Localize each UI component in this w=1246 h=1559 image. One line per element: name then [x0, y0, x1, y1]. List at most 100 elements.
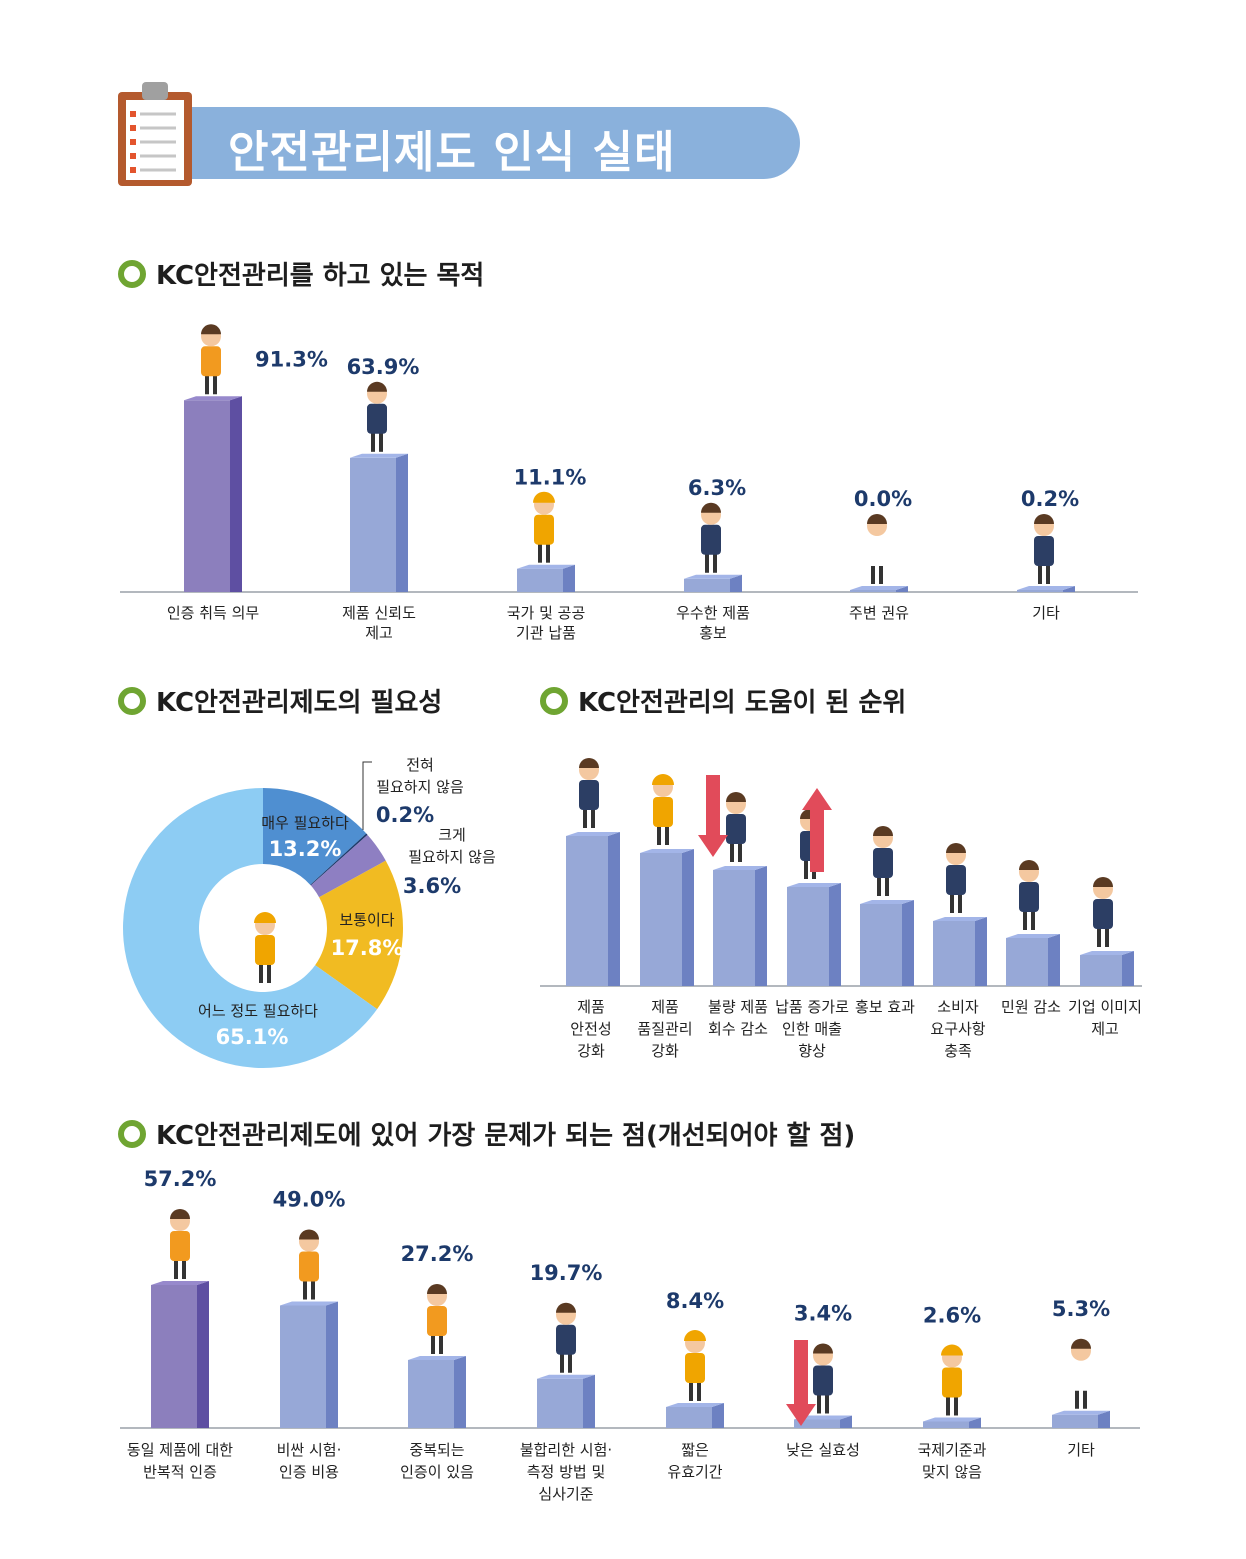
slice-label: 전혀 필요하지 않음 [376, 756, 464, 796]
value-label: 0.0% [854, 487, 912, 511]
rank-bar-6 [1006, 934, 1060, 986]
section-title-text: KC안전관리제도의 필요성 [156, 688, 443, 718]
slice-value: 3.6% [403, 874, 461, 898]
section-title-text: KC안전관리를 하고 있는 목적 [156, 261, 485, 291]
rank-bar-2 [713, 866, 767, 986]
problem-bar-4 [666, 1403, 724, 1428]
problem-bar-2 [408, 1356, 466, 1428]
slice-label: 매우 필요하다 [261, 814, 349, 832]
figure-icon [867, 514, 887, 584]
down-arrow-icon [786, 1340, 816, 1426]
problem-bar-6 [923, 1417, 981, 1428]
category-label: 인증 취득 의무 [167, 604, 260, 622]
category-label: 불합리한 시험· 측정 방법 및 심사기준 [520, 1441, 612, 1503]
category-label: 납품 증가로 인한 매출 향상 [775, 998, 849, 1060]
bar-4 [850, 586, 908, 592]
category-label: 불량 제품 회수 감소 [708, 998, 768, 1038]
category-label: 제품 안전성 강화 [570, 998, 611, 1060]
problem-bar-3 [537, 1374, 595, 1428]
problem-bar-5 [794, 1415, 852, 1428]
figure-icon [684, 1330, 706, 1401]
bar-1 [350, 453, 408, 592]
figure-icon [1093, 877, 1113, 947]
value-label: 6.3% [688, 476, 746, 500]
category-label: 기타 [1067, 1441, 1095, 1459]
category-label: 낮은 실효성 [786, 1441, 860, 1459]
value-label: 8.4% [666, 1289, 724, 1313]
title-banner [192, 107, 800, 179]
category-label: 제품 품질관리 강화 [637, 998, 692, 1060]
figure-icon [533, 491, 555, 563]
rank-bar-7 [1080, 951, 1134, 986]
leader-line [362, 761, 372, 830]
figure-icon [813, 1343, 833, 1414]
value-label: 57.2% [144, 1167, 217, 1191]
category-label: 주변 권유 [849, 604, 909, 622]
value-label: 49.0% [273, 1188, 346, 1212]
slice-value: 65.1% [216, 1025, 289, 1049]
figure-icon [701, 502, 721, 573]
up-arrow-icon [802, 788, 832, 872]
bullet-icon [118, 1119, 146, 1148]
slice-value: 17.8% [331, 936, 404, 960]
problem-bar-7 [1052, 1410, 1110, 1428]
figure-icon [946, 843, 966, 913]
slice-label: 크게 필요하지 않음 [408, 826, 496, 866]
figure-icon [1034, 514, 1054, 584]
value-label: 2.6% [923, 1304, 981, 1328]
figure-icon [556, 1302, 576, 1373]
figure-icon [299, 1229, 319, 1300]
section-title-text: KC안전관리의 도움이 된 순위 [578, 688, 907, 718]
section-title-problems: KC안전관리제도에 있어 가장 문제가 되는 점(개선되어야 할 점) [118, 1115, 855, 1152]
figure-icon [1019, 860, 1039, 930]
slice-value: 0.2% [376, 803, 434, 827]
pie-slice-1 [310, 833, 368, 886]
rank-bar-3 [787, 883, 841, 986]
value-label: 3.4% [794, 1302, 852, 1326]
bar-0 [184, 396, 242, 592]
value-label: 91.3% [255, 347, 328, 371]
rank-bar-1 [640, 849, 694, 986]
figure-icon [1071, 1338, 1091, 1409]
figure-icon [367, 381, 387, 452]
figure-icon [941, 1344, 963, 1416]
clipboard-icon [118, 82, 192, 186]
rank-bar-5 [933, 917, 987, 986]
section-title-ranking: KC안전관리의 도움이 된 순위 [540, 682, 906, 719]
figure-icon [579, 758, 599, 828]
section-title-purpose: KC안전관리를 하고 있는 목적 [118, 255, 484, 292]
purpose-chart: 91.3% 인증 취득 의무 63.9% 제품 신뢰도 제고 11.1% 국가 및 공공 기관… [120, 324, 1138, 642]
category-label: 소비자 요구사항 충족 [930, 998, 985, 1060]
worker-icon [254, 912, 276, 983]
category-label: 홍보 효과 [855, 998, 915, 1016]
figure-icon [427, 1284, 447, 1354]
rank-bar-0 [566, 832, 620, 986]
category-label: 기타 [1032, 604, 1060, 622]
value-label: 63.9% [347, 355, 420, 379]
bullet-icon [118, 259, 146, 288]
figure-icon [726, 792, 746, 862]
category-label: 국가 및 공공 기관 납품 [507, 604, 586, 642]
pie-slice-3 [315, 860, 403, 1010]
category-label: 짧은 유효기간 [667, 1441, 722, 1481]
slice-label: 어느 정도 필요하다 [198, 1002, 318, 1020]
problems-chart: 57.2% 동일 제품에 대한 반복적 인증 49.0% 비싼 시험· 인증 비용 27.2… [120, 1167, 1140, 1503]
down-arrow-icon [698, 775, 728, 857]
category-label: 중복되는 인증이 있음 [400, 1441, 474, 1481]
category-label: 제품 신뢰도 제고 [342, 604, 416, 642]
value-label: 27.2% [401, 1242, 474, 1266]
slice-label: 보통이다 [339, 911, 394, 929]
pie-slice-2 [310, 834, 386, 898]
value-label: 19.7% [530, 1261, 603, 1285]
value-label: 0.2% [1021, 487, 1079, 511]
pie-slice-0 [263, 788, 367, 885]
category-label: 기업 이미지 제고 [1068, 998, 1142, 1038]
category-label: 국제기준과 맞지 않음 [917, 1441, 986, 1481]
section-title-necessity: KC안전관리제도의 필요성 [118, 682, 442, 719]
figure-icon [201, 324, 221, 395]
problem-bar-0 [151, 1281, 209, 1428]
bullet-icon [540, 686, 568, 715]
page-title: 안전관리제도 인식 실태 [228, 127, 676, 178]
slice-value: 13.2% [269, 837, 342, 861]
